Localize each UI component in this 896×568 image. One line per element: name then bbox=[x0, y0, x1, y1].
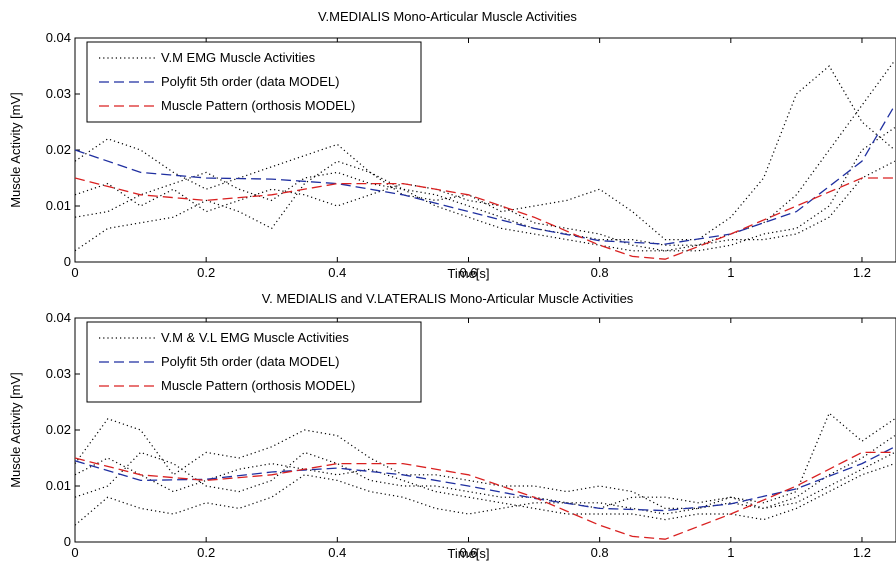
x-tick-label: 0 bbox=[71, 545, 78, 560]
series-group bbox=[75, 412, 896, 540]
y-tick-label: 0.04 bbox=[46, 310, 71, 325]
y-axis-label: Muscle Activity [mV] bbox=[8, 372, 23, 488]
legend-entry-3: Muscle Pattern (orthosis MODEL) bbox=[161, 378, 355, 393]
legend-entry-3: Muscle Pattern (orthosis MODEL) bbox=[161, 98, 355, 113]
y-tick-label: 0.01 bbox=[46, 198, 71, 213]
y-tick-label: 0.02 bbox=[46, 422, 71, 437]
y-tick-label: 0 bbox=[64, 534, 71, 549]
series-group bbox=[75, 60, 896, 260]
x-tick-label: 1 bbox=[727, 265, 734, 280]
x-tick-label: 1.2 bbox=[853, 545, 871, 560]
legend-box bbox=[86, 321, 422, 403]
x-tick-label: 0 bbox=[71, 265, 78, 280]
x-axis-label: Time[s] bbox=[447, 266, 489, 281]
chart-title: V.MEDIALIS Mono-Articular Muscle Activit… bbox=[318, 9, 577, 24]
series-line-dashed-5 bbox=[75, 451, 895, 540]
x-tick-label: 0.8 bbox=[591, 265, 609, 280]
series-line-dashed-4 bbox=[75, 104, 896, 245]
y-tick-label: 0.03 bbox=[46, 366, 71, 381]
y-tick-label: 0 bbox=[64, 254, 71, 269]
y-tick-label: 0.03 bbox=[46, 86, 71, 101]
series-line-dotted-0 bbox=[75, 451, 896, 526]
legend-entry-2: Polyfit 5th order (data MODEL) bbox=[161, 354, 339, 369]
y-tick-label: 0.01 bbox=[46, 478, 71, 493]
legend-entry-1: V.M EMG Muscle Activities bbox=[161, 50, 316, 65]
x-tick-label: 1 bbox=[727, 545, 734, 560]
series-line-dotted-2 bbox=[75, 127, 896, 252]
legend: V.M & V.L EMG Muscle Activities Polyfit 5… bbox=[86, 321, 422, 403]
x-tick-label: 0.2 bbox=[197, 545, 215, 560]
y-tick-label: 0.02 bbox=[46, 142, 71, 157]
chart-title: V. MEDIALIS and V.LATERALIS Mono-Articul… bbox=[262, 291, 634, 306]
x-tick-label: 0.4 bbox=[328, 545, 346, 560]
legend-box bbox=[86, 41, 422, 123]
x-tick-label: 1.2 bbox=[853, 265, 871, 280]
x-tick-label: 0.2 bbox=[197, 265, 215, 280]
series-line-dashed-5 bbox=[75, 177, 895, 260]
x-tick-label: 0.6 bbox=[459, 265, 477, 280]
x-tick-label: 0.8 bbox=[591, 545, 609, 560]
y-axis-label: Muscle Activity [mV] bbox=[8, 92, 23, 208]
legend-entry-1: V.M & V.L EMG Muscle Activities bbox=[161, 330, 349, 345]
x-axis-label: Time[s] bbox=[447, 546, 489, 561]
legend-entry-2: Polyfit 5th order (data MODEL) bbox=[161, 74, 339, 89]
series-line-dotted-3 bbox=[75, 160, 896, 246]
y-tick-label: 0.04 bbox=[46, 30, 71, 45]
x-tick-label: 0.6 bbox=[459, 545, 477, 560]
x-tick-label: 0.4 bbox=[328, 265, 346, 280]
chart-panel-1: 0 0.2 0.4 0.6 0.8 1 1.2 0 0.01 0.02 0.03 0.04 V.MEDI… bbox=[8, 9, 896, 281]
series-line-dotted-3 bbox=[75, 435, 896, 515]
legend: V.M EMG Muscle Activities Polyfit 5th ord… bbox=[86, 41, 422, 123]
chart-panel-2: 0 0.2 0.4 0.6 0.8 1 1.2 0 0.01 0.02 0.03 0.04 V. MED… bbox=[8, 291, 896, 561]
